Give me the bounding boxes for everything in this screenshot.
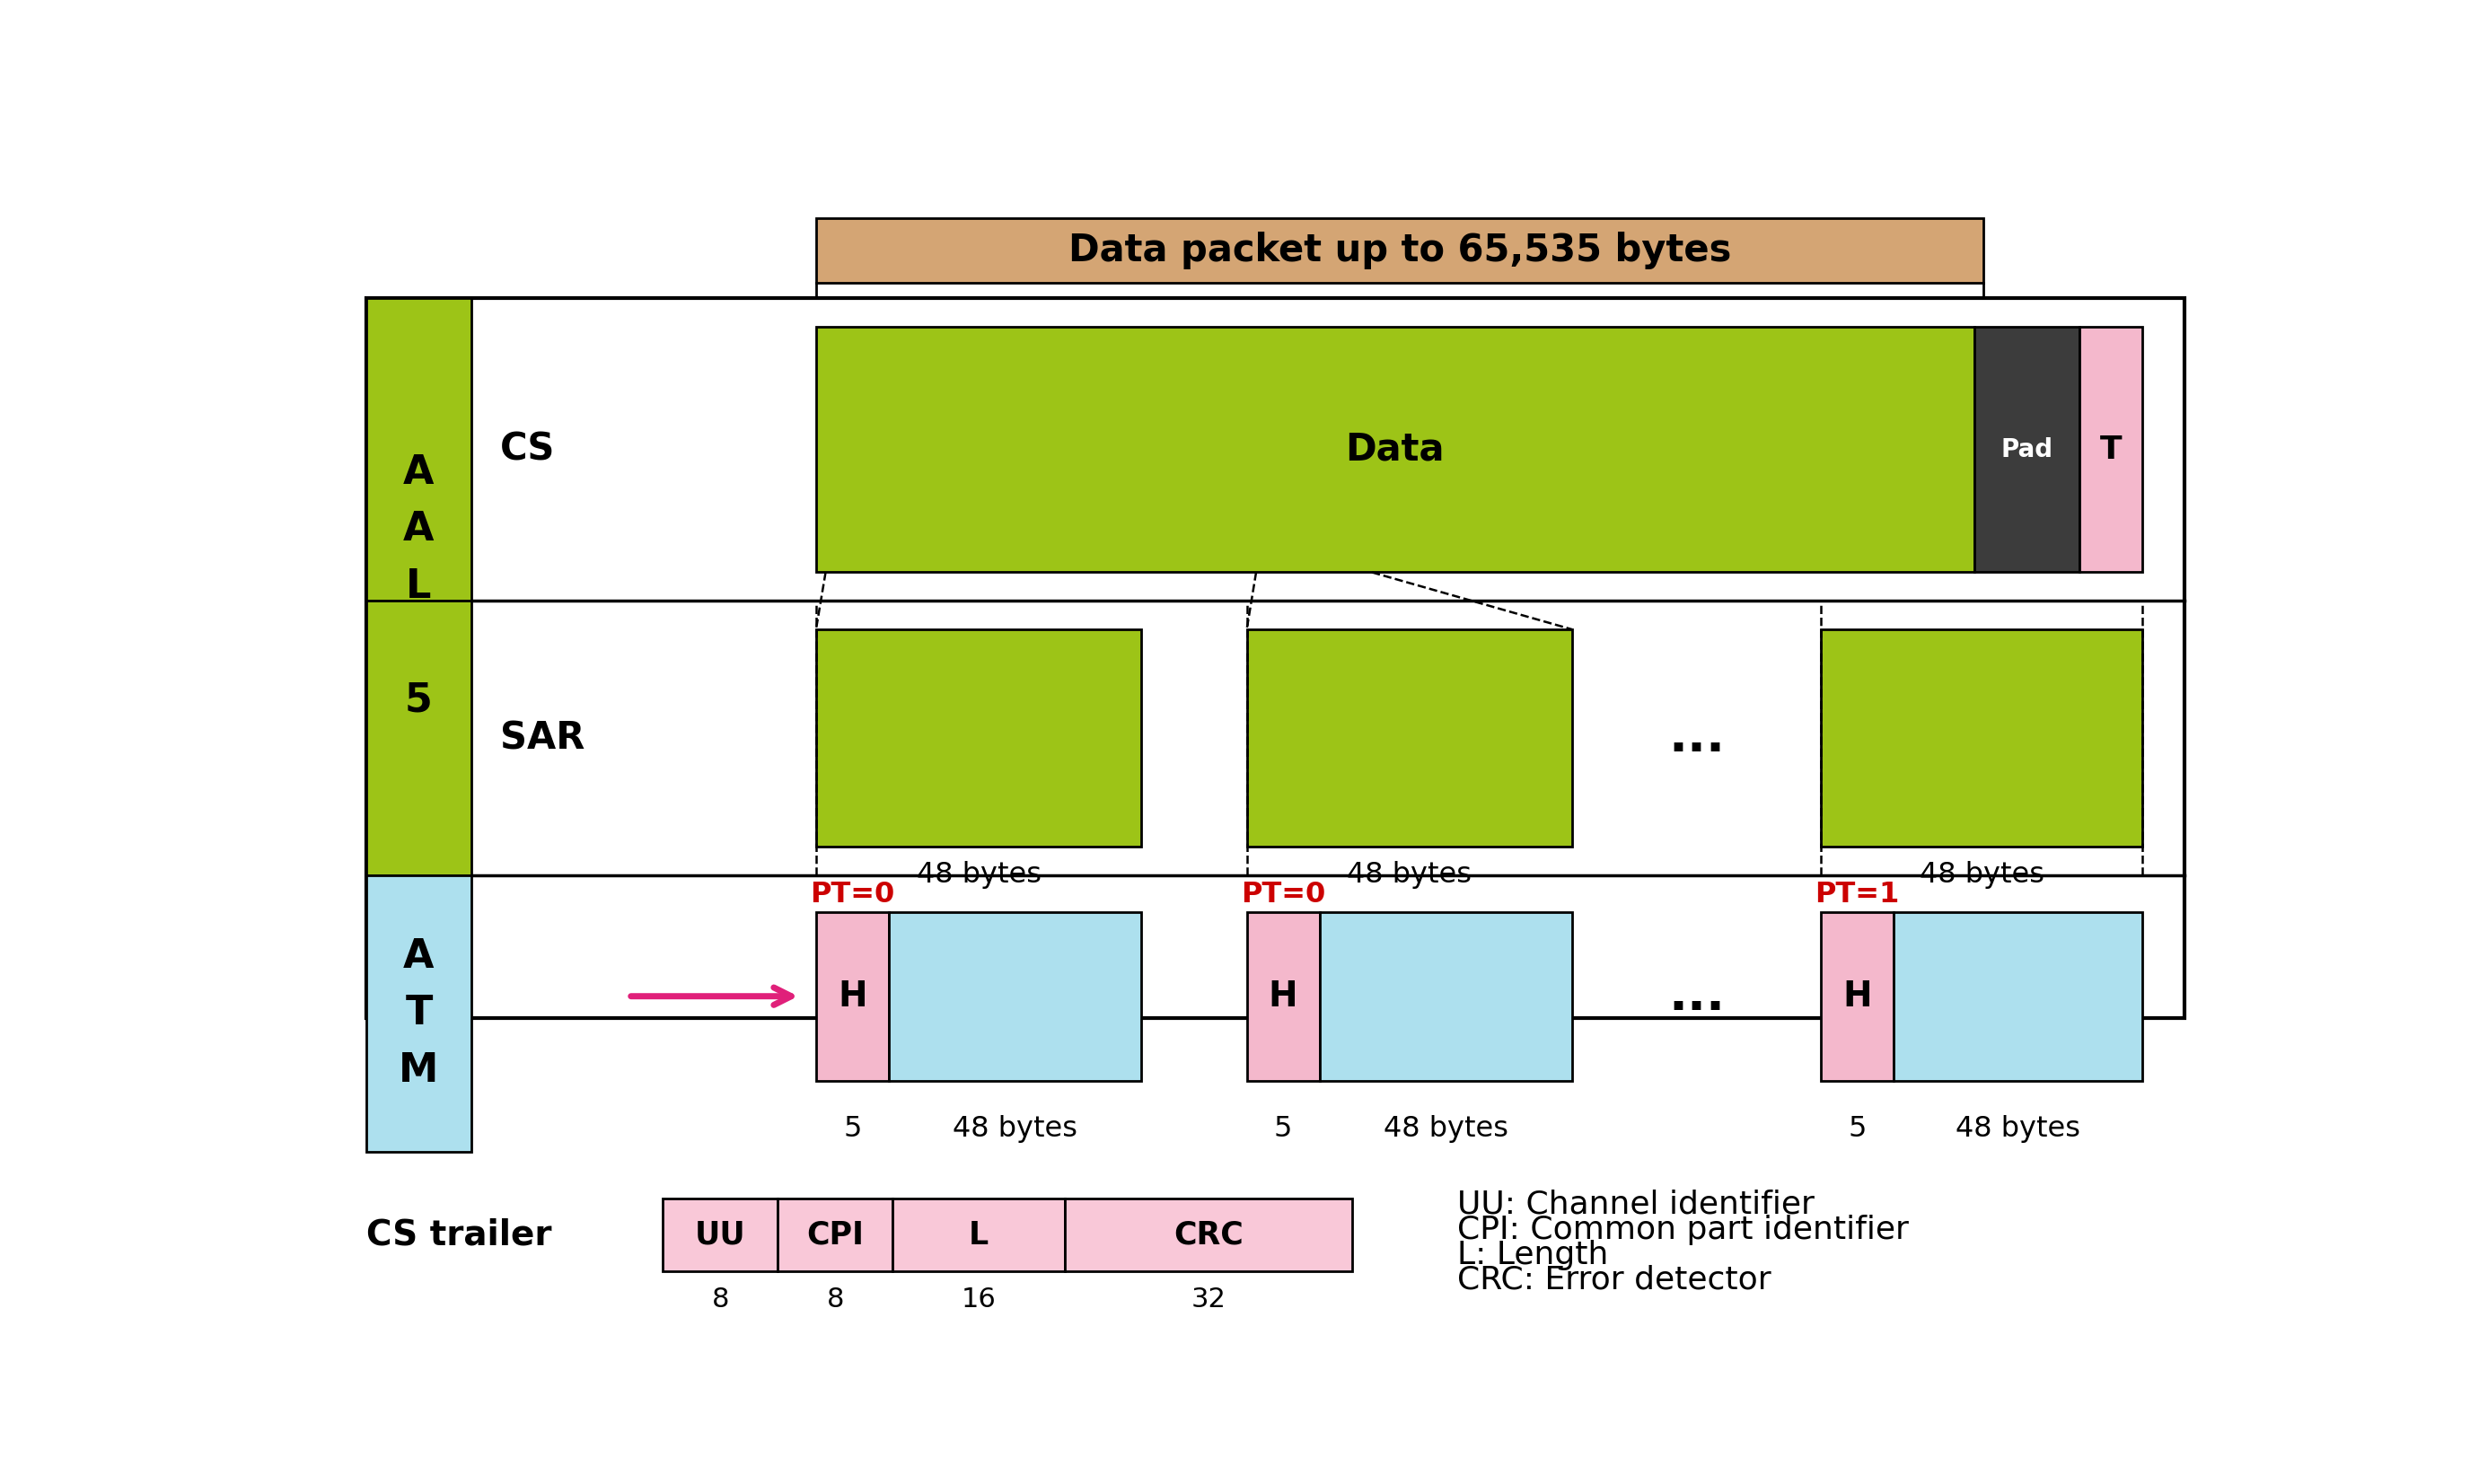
Text: CRC: Error detector: CRC: Error detector — [1457, 1264, 1771, 1296]
Bar — [1974, 326, 2080, 573]
Bar — [1065, 1199, 1351, 1272]
Text: CS trailer: CS trailer — [366, 1218, 551, 1252]
Text: 48 bytes: 48 bytes — [1383, 1114, 1509, 1143]
Text: H: H — [837, 979, 867, 1014]
Bar — [366, 876, 472, 1152]
Text: 5: 5 — [1275, 1114, 1292, 1143]
Bar — [1820, 911, 1894, 1080]
Text: PT=0: PT=0 — [1240, 881, 1326, 908]
Bar — [366, 601, 472, 876]
Text: 16: 16 — [961, 1287, 995, 1312]
Text: 48 bytes: 48 bytes — [1346, 861, 1472, 889]
Text: CPI: Common part identifier: CPI: Common part identifier — [1457, 1214, 1909, 1245]
Text: ...: ... — [1667, 972, 1724, 1021]
Text: 48 bytes: 48 bytes — [1919, 861, 2045, 889]
Text: UU: UU — [694, 1220, 746, 1251]
Text: H: H — [1270, 979, 1297, 1014]
Bar — [1247, 629, 1571, 846]
Text: 5: 5 — [842, 1114, 862, 1143]
Text: A
A
L
 
5: A A L 5 — [403, 454, 435, 720]
Text: 48 bytes: 48 bytes — [953, 1114, 1077, 1143]
Bar — [815, 326, 1974, 573]
Bar — [892, 1199, 1065, 1272]
Text: CRC: CRC — [1173, 1220, 1242, 1251]
Text: L: L — [968, 1220, 988, 1251]
Bar — [815, 629, 1141, 846]
Bar — [2080, 326, 2141, 573]
Bar — [889, 911, 1141, 1080]
Text: Pad: Pad — [2001, 436, 2053, 462]
Text: Data: Data — [1346, 430, 1445, 469]
Text: 5: 5 — [1848, 1114, 1867, 1143]
Text: 48 bytes: 48 bytes — [1956, 1114, 2080, 1143]
Bar — [662, 1199, 778, 1272]
Text: SAR: SAR — [499, 720, 585, 757]
Bar — [1247, 911, 1319, 1080]
Text: CPI: CPI — [805, 1220, 864, 1251]
Bar — [366, 298, 472, 601]
Text: Data packet up to 65,535 bytes: Data packet up to 65,535 bytes — [1070, 232, 1731, 270]
Text: 32: 32 — [1191, 1287, 1225, 1312]
Text: L: Length: L: Length — [1457, 1239, 1608, 1270]
Bar — [815, 218, 1983, 283]
Text: 48 bytes: 48 bytes — [916, 861, 1042, 889]
Text: UU: Channel identifier: UU: Channel identifier — [1457, 1189, 1815, 1220]
Text: T: T — [2100, 435, 2122, 464]
Bar — [815, 911, 889, 1080]
Bar — [1319, 911, 1571, 1080]
Text: 8: 8 — [827, 1287, 845, 1312]
Text: PT=0: PT=0 — [810, 881, 894, 908]
Bar — [1894, 911, 2141, 1080]
Text: 8: 8 — [711, 1287, 729, 1312]
Text: ...: ... — [1667, 714, 1724, 763]
Text: A
T
M: A T M — [398, 938, 440, 1089]
Text: H: H — [1843, 979, 1872, 1014]
Text: PT=1: PT=1 — [1815, 881, 1899, 908]
Bar — [1820, 629, 2141, 846]
Bar — [778, 1199, 892, 1272]
Bar — [366, 298, 2183, 1018]
Text: CS: CS — [499, 430, 556, 469]
